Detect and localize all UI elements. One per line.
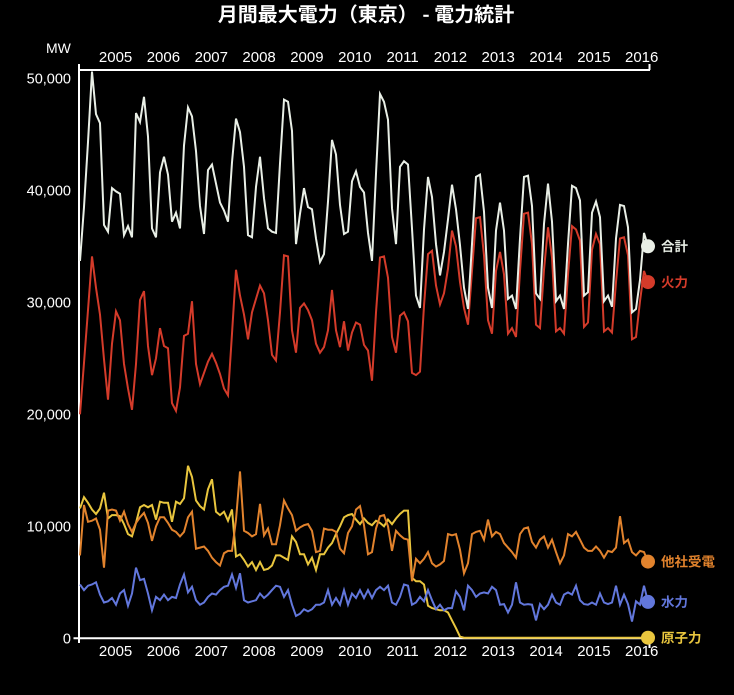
svg-text:2012: 2012 <box>434 49 467 66</box>
svg-text:2005: 2005 <box>99 49 132 66</box>
svg-text:MW: MW <box>46 40 72 56</box>
svg-text:2007: 2007 <box>195 643 228 660</box>
svg-text:2015: 2015 <box>577 49 610 66</box>
svg-text:2012: 2012 <box>434 643 467 660</box>
svg-text:2015: 2015 <box>577 643 610 660</box>
svg-text:2009: 2009 <box>290 49 323 66</box>
svg-text:2006: 2006 <box>147 643 180 660</box>
svg-text:2006: 2006 <box>147 49 180 66</box>
svg-text:2010: 2010 <box>338 49 371 66</box>
svg-text:2010: 2010 <box>338 643 371 660</box>
svg-text:2013: 2013 <box>482 49 515 66</box>
svg-text:10,000: 10,000 <box>27 520 71 536</box>
svg-text:2011: 2011 <box>386 49 418 66</box>
svg-text:20,000: 20,000 <box>27 408 71 424</box>
svg-text:2008: 2008 <box>242 643 275 660</box>
svg-text:50,000: 50,000 <box>27 72 71 88</box>
svg-text:2011: 2011 <box>386 643 418 660</box>
svg-text:2016: 2016 <box>625 643 658 660</box>
svg-text:2014: 2014 <box>529 49 562 66</box>
svg-text:2016: 2016 <box>625 49 658 66</box>
svg-text:2013: 2013 <box>482 643 515 660</box>
svg-text:2008: 2008 <box>242 49 275 66</box>
svg-text:0: 0 <box>63 632 71 648</box>
svg-text:2009: 2009 <box>290 643 323 660</box>
svg-text:30,000: 30,000 <box>27 296 71 312</box>
svg-text:40,000: 40,000 <box>27 184 71 200</box>
svg-text:2007: 2007 <box>195 49 228 66</box>
svg-text:2005: 2005 <box>99 643 132 660</box>
svg-text:2014: 2014 <box>529 643 562 660</box>
